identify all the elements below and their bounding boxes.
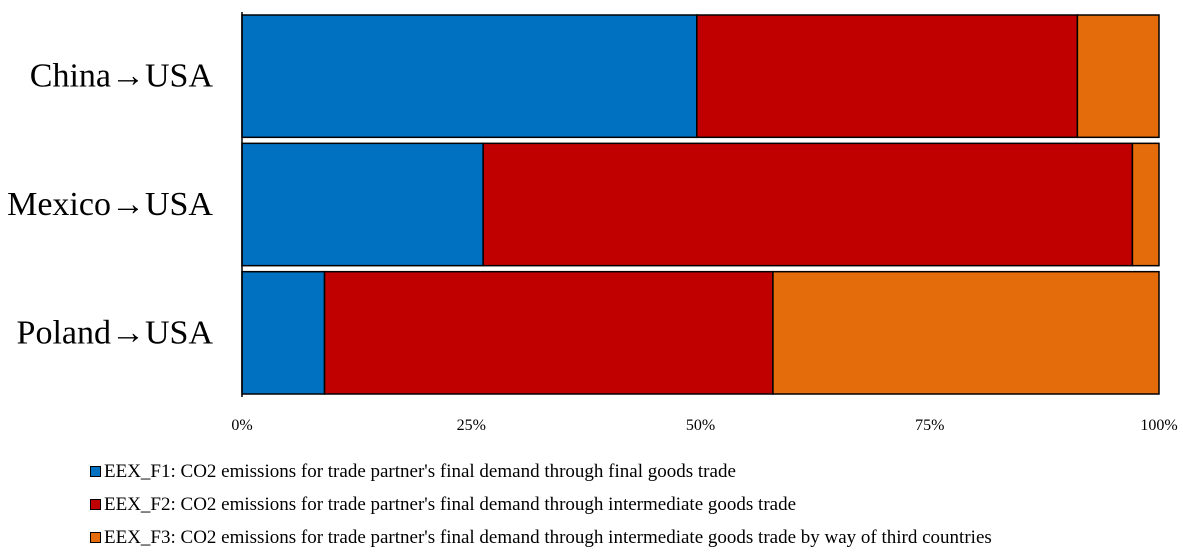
- legend-swatch-f2: [90, 499, 101, 510]
- x-tick-label-0: 0%: [231, 417, 252, 434]
- legend: EEX_F1: CO2 emissions for trade partner'…: [90, 455, 1170, 554]
- bar-segment-1-f2: [696, 14, 1079, 139]
- legend-label-f1: EEX_F1: CO2 emissions for trade partner'…: [104, 460, 736, 482]
- legend-swatch-f1: [90, 466, 101, 477]
- bars-group: [241, 14, 1160, 395]
- category-label-2: Mexico→USA: [7, 186, 213, 223]
- legend-item-f2: EEX_F2: CO2 emissions for trade partner'…: [90, 488, 1170, 521]
- legend-item-f3: EEX_F3: CO2 emissions for trade partner'…: [90, 521, 1170, 554]
- legend-swatch-f3: [90, 532, 101, 543]
- bar-segment-2-f1: [241, 142, 484, 267]
- x-axis-ticks: 0% 25% 50% 75% 100%: [231, 12, 1178, 434]
- bar-segment-1-f1: [241, 14, 698, 139]
- bar-segment-3-f3: [772, 270, 1160, 395]
- x-tick-label-4: 100%: [1140, 417, 1177, 434]
- legend-label-f2: EEX_F2: CO2 emissions for trade partner'…: [104, 493, 797, 515]
- legend-label-f3: EEX_F3: CO2 emissions for trade partner'…: [104, 526, 992, 548]
- bar-segment-2-f3: [1131, 142, 1160, 267]
- category-labels: China→USA Mexico→USA Poland→USA: [7, 58, 213, 352]
- bar-segment-3-f2: [323, 270, 774, 395]
- bar-segment-2-f2: [482, 142, 1134, 267]
- category-label-3: Poland→USA: [17, 314, 214, 351]
- bar-segment-1-f3: [1076, 14, 1160, 139]
- x-tick-label-2: 50%: [686, 417, 715, 434]
- bar-segment-3-f1: [241, 270, 326, 395]
- legend-item-f1: EEX_F1: CO2 emissions for trade partner'…: [90, 455, 1170, 488]
- x-tick-label-1: 25%: [457, 417, 486, 434]
- stacked-bar-chart: China→USA Mexico→USA Poland→USA 0% 25% 50% 75…: [7, 12, 1178, 434]
- x-tick-label-3: 75%: [915, 417, 944, 434]
- category-label-1: China→USA: [30, 58, 214, 95]
